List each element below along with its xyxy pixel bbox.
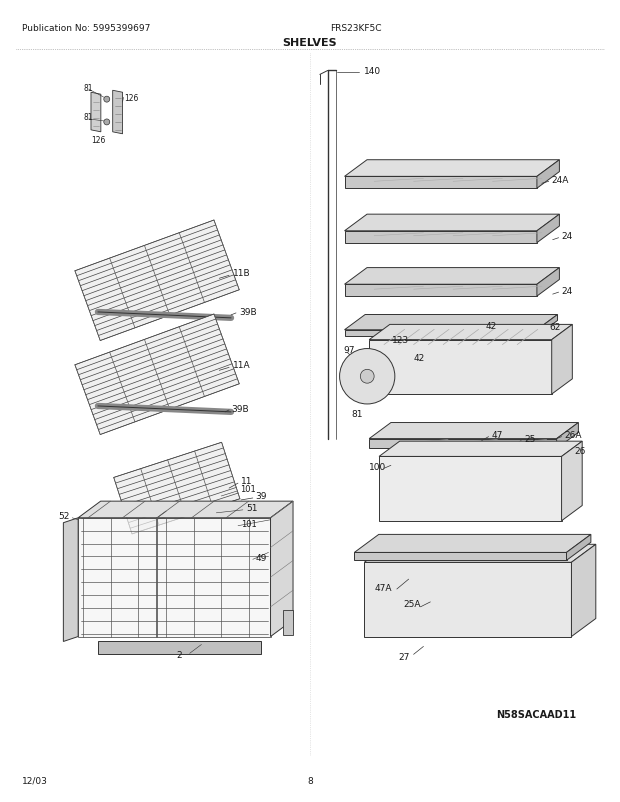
Text: 12/03: 12/03	[22, 776, 48, 784]
Polygon shape	[557, 423, 578, 449]
Polygon shape	[345, 315, 557, 330]
Text: 24: 24	[562, 232, 573, 241]
Text: 26: 26	[574, 447, 586, 456]
Text: 11B: 11B	[233, 269, 250, 277]
Polygon shape	[345, 285, 537, 297]
Polygon shape	[355, 553, 567, 561]
Polygon shape	[345, 177, 537, 189]
Text: 51: 51	[246, 504, 257, 512]
Polygon shape	[63, 518, 78, 642]
Text: 2: 2	[177, 650, 182, 659]
Polygon shape	[355, 535, 591, 553]
Text: 26A: 26A	[565, 431, 582, 439]
Polygon shape	[75, 221, 239, 341]
Text: 42: 42	[485, 322, 497, 331]
Text: 24A: 24A	[552, 176, 569, 184]
Text: 140: 140	[365, 67, 381, 76]
Polygon shape	[365, 545, 596, 562]
Text: 8: 8	[307, 776, 313, 784]
Polygon shape	[379, 457, 562, 521]
Polygon shape	[113, 91, 123, 135]
Text: 123: 123	[392, 336, 409, 345]
Text: 81: 81	[83, 83, 92, 93]
Polygon shape	[345, 215, 559, 232]
Text: 24: 24	[562, 286, 573, 295]
Polygon shape	[537, 215, 559, 243]
Text: 42: 42	[414, 354, 425, 363]
Polygon shape	[537, 268, 559, 297]
Polygon shape	[98, 642, 260, 654]
Text: 27: 27	[399, 652, 410, 661]
Text: 47A: 47A	[374, 583, 392, 592]
Polygon shape	[78, 518, 270, 637]
Text: 11A: 11A	[233, 360, 250, 370]
Circle shape	[340, 349, 395, 404]
Polygon shape	[562, 442, 582, 521]
Text: 81: 81	[352, 410, 363, 419]
Text: 39B: 39B	[231, 405, 249, 414]
Polygon shape	[369, 340, 552, 395]
Polygon shape	[369, 423, 578, 439]
Text: 81: 81	[83, 113, 92, 123]
Polygon shape	[365, 562, 572, 637]
Text: 39B: 39B	[239, 308, 257, 317]
Polygon shape	[537, 315, 557, 336]
Polygon shape	[78, 501, 293, 518]
Polygon shape	[369, 439, 557, 449]
Text: 97: 97	[343, 346, 355, 354]
Text: 25: 25	[524, 435, 536, 444]
Polygon shape	[113, 443, 240, 534]
Text: 62: 62	[550, 323, 561, 332]
Text: Publication No: 5995399697: Publication No: 5995399697	[22, 24, 150, 33]
Circle shape	[360, 370, 374, 383]
Polygon shape	[537, 160, 559, 189]
Text: FRS23KF5C: FRS23KF5C	[330, 24, 381, 33]
Circle shape	[104, 97, 110, 103]
Text: N58SACAAD11: N58SACAAD11	[496, 709, 577, 719]
Polygon shape	[270, 501, 293, 637]
Polygon shape	[91, 93, 101, 132]
Polygon shape	[379, 442, 582, 457]
Text: 101: 101	[241, 520, 257, 529]
Polygon shape	[345, 330, 537, 336]
Text: 52: 52	[58, 512, 70, 520]
Circle shape	[104, 119, 110, 126]
Polygon shape	[369, 325, 572, 340]
Text: 126: 126	[91, 136, 105, 145]
Polygon shape	[552, 325, 572, 395]
Polygon shape	[567, 535, 591, 561]
Text: 25A: 25A	[404, 600, 421, 609]
Text: 39: 39	[255, 492, 267, 501]
Polygon shape	[345, 268, 559, 285]
Text: 49: 49	[255, 553, 267, 562]
Text: 126: 126	[125, 94, 139, 103]
Polygon shape	[345, 160, 559, 177]
Text: 101: 101	[240, 484, 255, 493]
Text: 47: 47	[492, 431, 503, 439]
Polygon shape	[75, 314, 239, 435]
Text: 11: 11	[241, 476, 252, 485]
Polygon shape	[283, 610, 293, 635]
Text: SHELVES: SHELVES	[283, 38, 337, 48]
Polygon shape	[345, 232, 537, 243]
Polygon shape	[572, 545, 596, 637]
Text: 100: 100	[369, 462, 386, 472]
